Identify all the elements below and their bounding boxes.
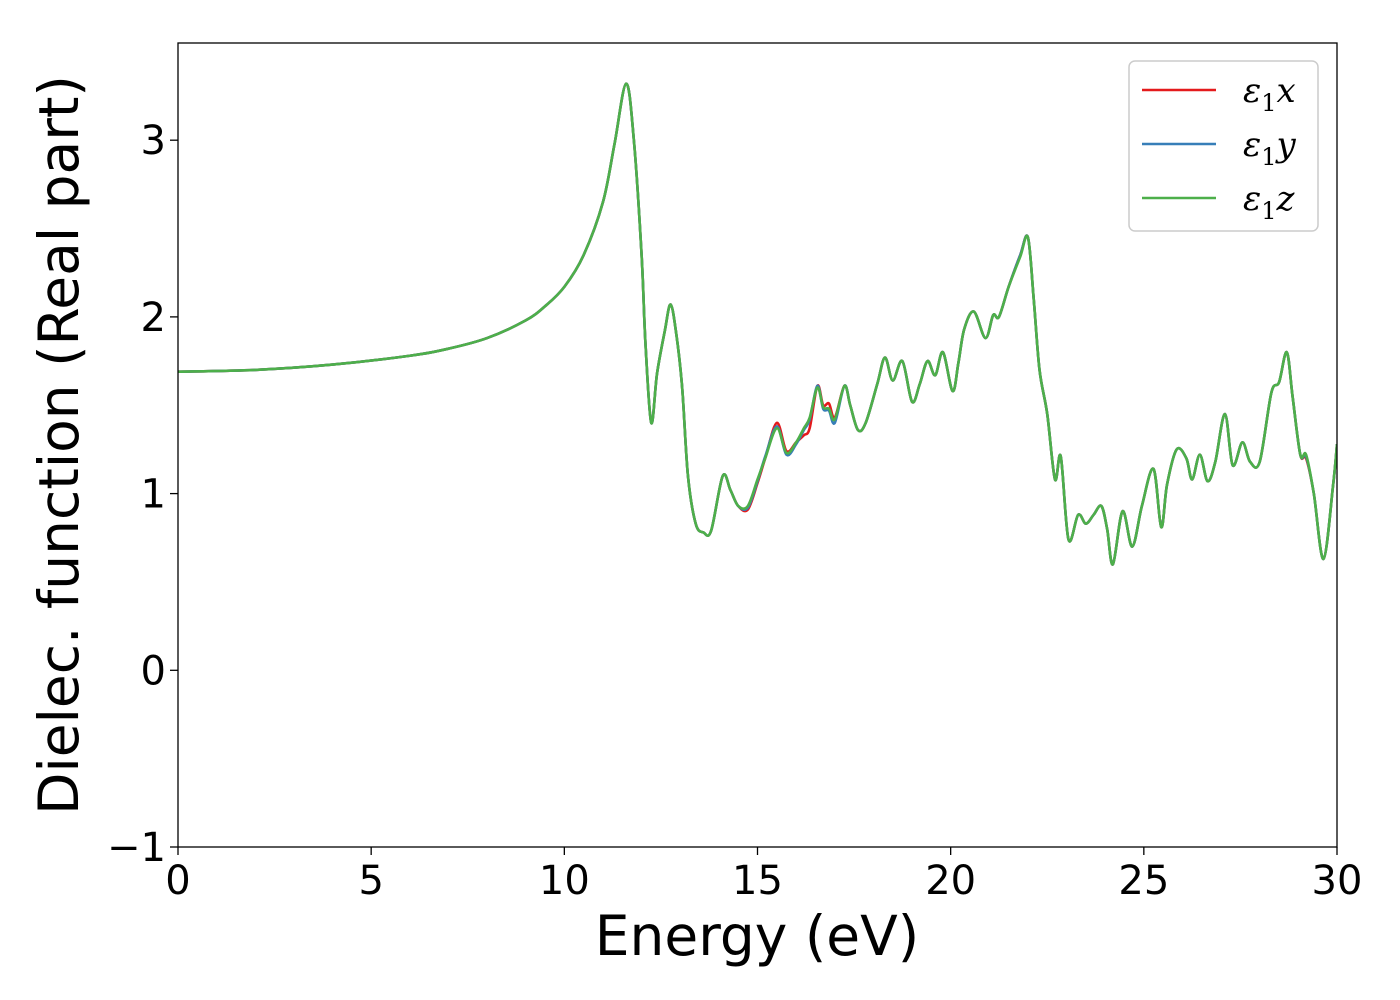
y-tick-label: 3	[141, 118, 166, 164]
x-tick-label: 15	[732, 858, 783, 904]
legend: ε1x ε1y ε1z	[1128, 60, 1319, 232]
y-axis-label: Dielec. function (Real part)	[27, 75, 91, 815]
x-tick-label: 5	[358, 858, 383, 904]
x-tick-label: 0	[165, 858, 190, 904]
legend-label-x: ε1x	[1243, 71, 1296, 117]
x-tick-label: 20	[925, 858, 976, 904]
legend-label-y: ε1y	[1243, 125, 1297, 171]
x-tick-label: 25	[1118, 858, 1169, 904]
x-tick-label: 30	[1312, 858, 1363, 904]
y-tick-label: 1	[141, 472, 166, 518]
y-tick-label: 2	[141, 295, 166, 341]
legend-frame	[1128, 60, 1319, 232]
x-tick-label: 10	[539, 858, 590, 904]
y-tick-label: 0	[141, 648, 166, 694]
series-layer	[178, 82, 1337, 566]
x-axis: 0 5 10 15 20 25 30	[165, 847, 1362, 904]
y-tick-label: −1	[107, 825, 166, 871]
legend-label-z: ε1z	[1243, 179, 1296, 225]
series-line-z	[178, 82, 1337, 566]
x-axis-label: Energy (eV)	[595, 904, 919, 968]
y-axis: −1 0 1 2 3	[107, 118, 178, 871]
